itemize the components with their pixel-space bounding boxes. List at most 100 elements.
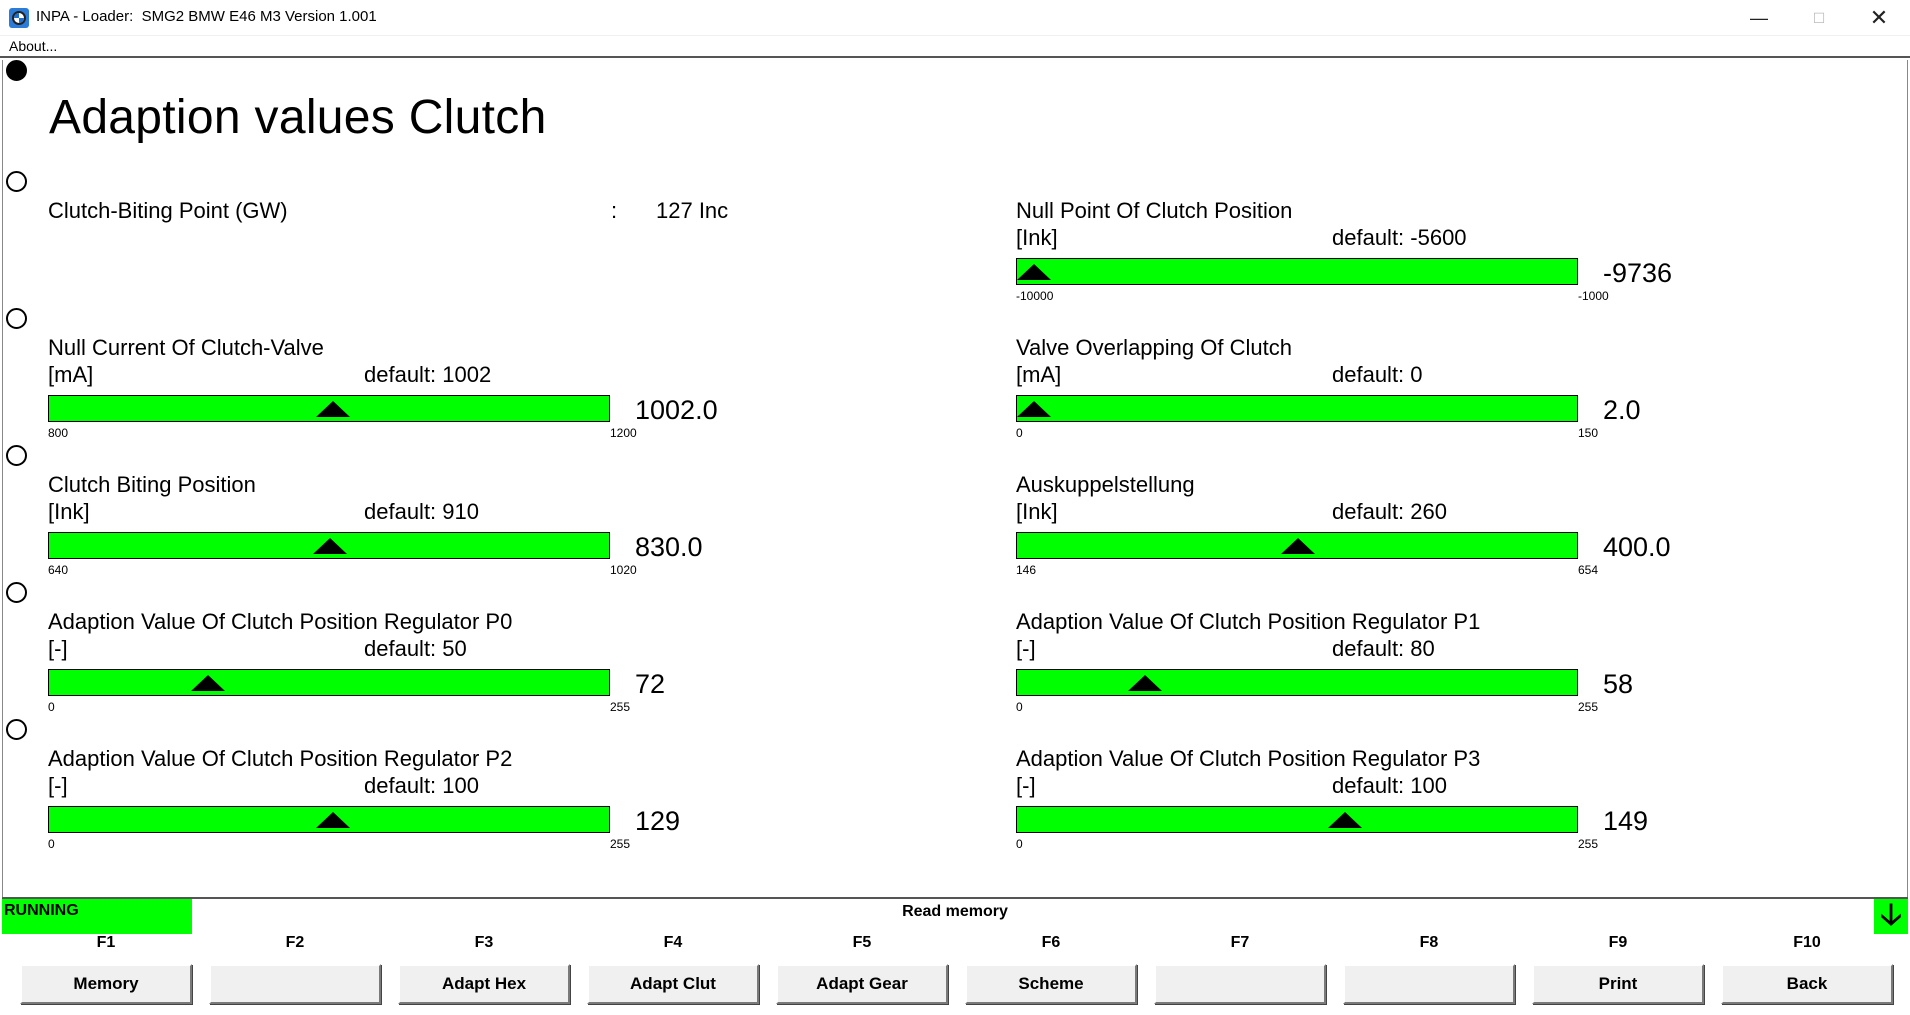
gauge-marker [1281,538,1315,554]
gauge-marker [1328,812,1363,828]
gauge-min-label: 0 [1016,426,1023,440]
status-badge: RUNNING [2,899,192,934]
gauge-title: Null Current Of Clutch-Valve [48,335,324,360]
fkey-button-f4[interactable]: Adapt Clut [587,964,759,1004]
fkey-label-f5: F5 [852,934,872,951]
fkey-button-f6[interactable]: Scheme [965,964,1137,1004]
gauge-default: default: -5600 [1332,225,1467,250]
gauge-max-label: 150 [1578,426,1599,440]
menu-about[interactable]: About... [9,38,58,54]
biting-point-label: Clutch-Biting Point (GW) [48,198,288,223]
gauge-title: Adaption Value Of Clutch Position Regula… [48,609,513,634]
gauge-title: Null Point Of Clutch Position [1016,198,1293,223]
row-selector-radio[interactable] [6,60,27,81]
gauge-value: -9736 [1603,258,1673,288]
gauge-title: Adaption Value Of Clutch Position Regula… [1016,746,1481,771]
gauge-bar [48,669,610,696]
gauge-bar [1016,532,1578,559]
gauge-max-label: 255 [610,700,631,714]
fkey-label-f3: F3 [474,934,494,951]
fkey-button-f5[interactable]: Adapt Gear [776,964,948,1004]
row-selector-radio[interactable] [6,582,27,603]
gauge-title: Clutch Biting Position [48,472,256,497]
gauge-min-label: 146 [1016,563,1037,577]
gauge-default: default: 910 [364,499,479,524]
close-button[interactable]: ✕ [1869,5,1889,30]
gauge-min-label: -10000 [1016,289,1054,303]
gauge-max-label: 255 [610,837,631,851]
minimize-button[interactable]: — [1750,7,1768,28]
arrow-down-icon[interactable]: 🡣 [1874,898,1908,936]
gauge-default: default: 100 [1332,773,1447,798]
fkey-button-f1[interactable]: Memory [20,964,192,1004]
gauge-max-label: 654 [1578,563,1599,577]
gauge-max-label: 255 [1578,700,1599,714]
gauge-default: default: 0 [1332,362,1423,387]
gauge-unit: [-] [1016,773,1036,798]
row-selector-radio[interactable] [6,308,27,329]
gauge-min-label: 800 [48,426,69,440]
fkey-button-f9[interactable]: Print [1532,964,1704,1004]
status-bar: RUNNING Read memory 🡣 [2,897,1908,936]
gauge-value: 1002.0 [635,395,718,425]
gauge-bar [1016,395,1578,422]
gauge-max-label: 1200 [610,426,637,440]
gauge-default: default: 1002 [364,362,492,387]
gauge-value: 400.0 [1603,532,1671,562]
gauge-unit: [-] [1016,636,1036,661]
fkey-label-f4: F4 [663,934,683,951]
gauge-value: 830.0 [635,532,703,562]
gauge-min-label: 0 [48,700,55,714]
fkey-label-f2: F2 [285,934,305,951]
gauge-min-label: 0 [1016,837,1023,851]
gauge-bar [1016,258,1578,285]
menu-bar: About... [0,36,1910,58]
gauge-default: default: 50 [364,636,467,661]
gauge-min-label: 0 [1016,700,1023,714]
fkey-button-f2[interactable] [209,964,381,1004]
fkey-label-f10: F10 [1793,934,1821,951]
bmw-logo-icon [9,8,29,28]
fkey-label-f6: F6 [1041,934,1061,951]
gauge-unit: [mA] [1016,362,1062,387]
gauge-max-label: 1020 [610,563,637,577]
row-selector-radio[interactable] [6,171,27,192]
window-title: INPA - Loader: SMG2 BMW E46 M3 Version 1… [36,8,377,25]
gauge-min-label: 0 [48,837,55,851]
fkey-button-f8[interactable] [1343,964,1515,1004]
gauge-bar [48,395,610,422]
gauge-bar [1016,806,1578,833]
function-key-bar: F1 Memory F2 F3 Adapt Hex F4 Adapt Clut F5 Adapt… [2,934,1908,1015]
gauge-marker [315,401,350,417]
gauge-marker [313,538,347,554]
gauge-title: Adaption Value Of Clutch Position Regula… [1016,609,1481,634]
row-selector-radio[interactable] [6,719,27,740]
gauge-max-label: -1000 [1578,289,1609,303]
gauge-value: 72 [635,669,666,699]
gauge-max-label: 255 [1578,837,1599,851]
fkey-button-f3[interactable]: Adapt Hex [398,964,570,1004]
gauge-min-label: 640 [48,563,69,577]
biting-point-colon: : [611,198,618,223]
fkey-label-f9: F9 [1608,934,1628,951]
gauge-unit: [Ink] [48,499,90,524]
gauge-value: 129 [635,806,681,836]
gauge-value: 2.0 [1603,395,1641,425]
maximize-button[interactable]: ☐ [1812,9,1826,26]
fkey-button-f7[interactable] [1154,964,1326,1004]
row-selector-radio[interactable] [6,445,27,466]
biting-point-value: 127 Inc [656,198,729,223]
content-area: Adaption values Clutch Clutch-Biting Poi… [2,60,1908,898]
gauge-bar [1016,669,1578,696]
gauge-marker [1017,264,1051,280]
fkey-label-f7: F7 [1230,934,1250,951]
gauge-default: default: 260 [1332,499,1447,524]
fkey-label-f1: F1 [96,934,116,951]
gauge-title: Auskuppelstellung [1016,472,1195,497]
gauge-default: default: 100 [364,773,479,798]
fkey-label-f8: F8 [1419,934,1439,951]
fkey-button-f10[interactable]: Back [1721,964,1893,1004]
gauge-bar [48,806,610,833]
gauge-unit: [-] [48,636,68,661]
gauge-marker [190,675,225,691]
